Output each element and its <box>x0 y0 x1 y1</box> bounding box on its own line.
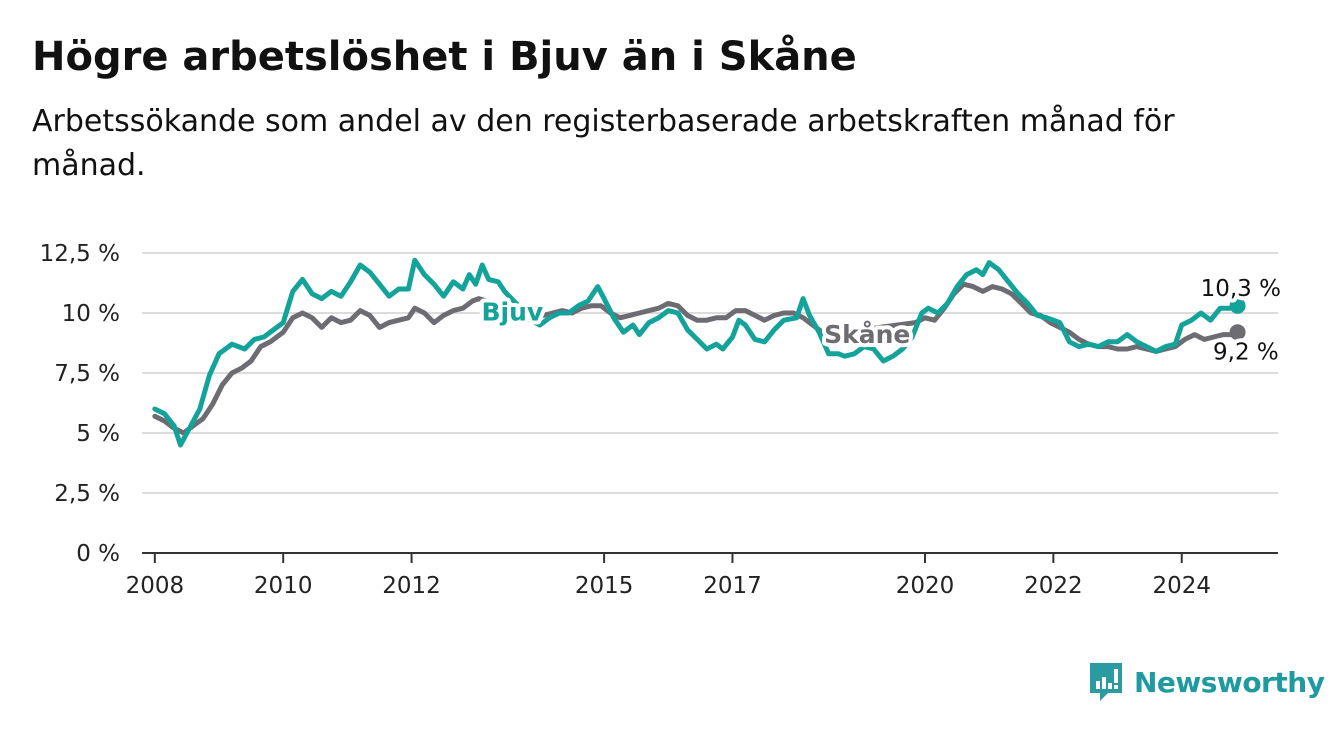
newsworthy-logo-icon <box>1090 663 1122 701</box>
x-tick-label: 2024 <box>1152 573 1211 599</box>
brand-logo: Newsworthy <box>1088 660 1325 704</box>
gridlines <box>142 252 1278 494</box>
series-lines <box>152 257 1246 448</box>
end-value-bjuv: 10,3 % <box>1201 276 1281 302</box>
end-value-skane: 9,2 % <box>1213 339 1279 365</box>
end-point-bjuv <box>1229 297 1246 314</box>
x-axis-ticks: 2008 2010 2012 2015 2017 2020 2022 2024 <box>126 553 1211 599</box>
end-point-skane <box>1229 324 1246 341</box>
series-label-bjuv: Bjuv <box>481 298 543 327</box>
x-tick-label: 2012 <box>382 573 441 599</box>
chart-title: Högre arbetslöshet i Bjuv än i Skåne <box>32 34 857 80</box>
x-tick-label: 2022 <box>1024 573 1083 599</box>
series-line-bjuv <box>152 257 1241 448</box>
y-tick-label: 10 % <box>62 301 120 327</box>
x-tick-label: 2015 <box>575 573 634 599</box>
x-tick-label: 2008 <box>126 573 185 599</box>
y-tick-label: 7,5 % <box>54 361 120 387</box>
x-tick-label: 2010 <box>254 573 313 599</box>
y-tick-label: 5 % <box>76 421 120 447</box>
y-tick-label: 2,5 % <box>54 481 120 507</box>
y-tick-label: 12,5 % <box>40 241 120 267</box>
series-label-bjuv-halo: Bjuv <box>481 298 543 327</box>
series-label-skane-halo: Skåne <box>824 320 910 349</box>
x-tick-label: 2020 <box>896 573 955 599</box>
end-value-bjuv-halo: 10,3 % <box>1201 276 1281 302</box>
series-label-skane: Skåne <box>824 320 910 349</box>
y-tick-label: 0 % <box>76 541 120 567</box>
x-tick-label: 2017 <box>703 573 762 599</box>
line-chart: 0 %2,5 %5 %7,5 %10 %12,5 % 2008 2010 2012 2… <box>39 241 1285 599</box>
chart-subtitle: Arbetssökande som andel av den registerb… <box>32 104 1175 183</box>
brand-name: Newsworthy <box>1134 665 1325 699</box>
end-value-skane-halo: 9,2 % <box>1213 339 1279 365</box>
y-axis-ticks: 0 % 2,5 % 5 % 7,5 % 10 % 12,5 % <box>40 241 120 567</box>
series-line-skane <box>152 281 1241 436</box>
